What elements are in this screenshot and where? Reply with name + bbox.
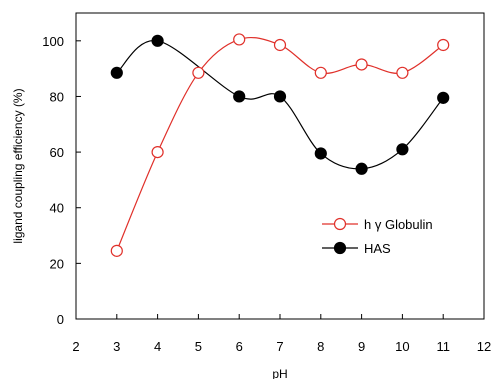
x-tick-label: 11	[436, 339, 450, 354]
y-tick-label: 100	[42, 34, 64, 49]
x-tick-label: 6	[236, 339, 243, 354]
legend: h γ Globulin HAS	[322, 217, 433, 256]
x-tick-label: 8	[317, 339, 324, 354]
data-point-globulin	[233, 33, 246, 46]
y-axis-ticks: 0 20 40 60 80 100	[42, 34, 81, 327]
data-point-globulin	[273, 38, 287, 52]
y-tick-label: 40	[50, 201, 64, 216]
y-tick-label: 80	[50, 89, 64, 104]
y-tick-label: 60	[50, 145, 64, 160]
data-point-has	[437, 91, 450, 104]
data-point-has	[273, 90, 287, 103]
x-axis-ticks: 2 3 4 5 6 7 8 9 10 11 12	[72, 314, 491, 354]
x-tick-label: 4	[154, 339, 161, 354]
data-point-globulin	[396, 66, 409, 79]
y-tick-label: 20	[50, 256, 64, 271]
legend-label: HAS	[364, 241, 391, 256]
x-tick-label: 2	[72, 339, 79, 354]
plot-frame	[75, 12, 485, 320]
x-axis-title: pH	[272, 367, 287, 379]
series-points	[110, 33, 450, 257]
x-tick-label: 3	[113, 339, 120, 354]
x-tick-label: 7	[276, 339, 283, 354]
data-point-globulin	[110, 244, 123, 257]
data-point-has	[110, 66, 123, 79]
legend-marker	[333, 217, 347, 231]
axes	[75, 12, 485, 320]
series-line-has	[116, 40, 444, 170]
legend-label: h γ Globulin	[364, 217, 433, 232]
data-point-has	[233, 90, 246, 103]
x-tick-label: 9	[358, 339, 365, 354]
data-point-globulin	[192, 66, 205, 79]
data-point-globulin	[314, 66, 327, 79]
data-point-has	[151, 34, 164, 47]
data-point-has	[314, 147, 327, 160]
x-tick-label: 12	[477, 339, 491, 354]
data-point-globulin	[151, 145, 164, 159]
data-point-globulin	[437, 38, 450, 52]
data-point-has	[396, 143, 409, 156]
y-tick-label: 0	[57, 312, 64, 327]
y-axis-title: ligand coupling efficiency (%)	[11, 88, 25, 243]
x-tick-label: 10	[395, 339, 409, 354]
x-tick-label: 5	[195, 339, 202, 354]
legend-marker	[333, 241, 347, 255]
data-point-globulin	[355, 58, 368, 71]
data-point-has	[355, 162, 368, 175]
